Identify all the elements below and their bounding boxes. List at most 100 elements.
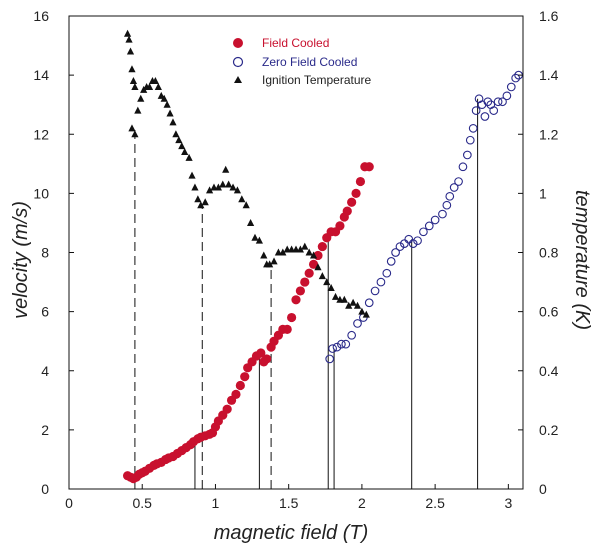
y2-tick-label: 1.6 <box>539 8 559 24</box>
data-point <box>341 339 351 349</box>
data-point <box>242 201 250 209</box>
data-point <box>172 130 180 138</box>
data-point <box>386 257 396 266</box>
legend-marker-zero-field-cooled <box>232 56 244 68</box>
y-tick-label: 12 <box>33 126 49 142</box>
data-point <box>353 319 362 328</box>
data-point <box>300 277 310 287</box>
y2-tick-label: 0.8 <box>539 245 559 261</box>
data-point <box>255 236 263 244</box>
y2-tick-label: 0.2 <box>539 422 559 438</box>
data-point <box>458 162 468 172</box>
data-point <box>404 234 414 244</box>
legend: Field Cooled Zero Field Cooled Ignition … <box>232 36 372 87</box>
legend-label-field-cooled: Field Cooled <box>262 36 329 50</box>
y2-tick-label: 1.4 <box>539 67 559 83</box>
data-point <box>364 162 374 172</box>
data-point <box>468 123 478 133</box>
data-point <box>229 183 237 191</box>
reference-lines <box>134 98 479 489</box>
y-tick-label: 2 <box>41 422 49 438</box>
legend-marker-ignition-temperature <box>234 76 242 83</box>
data-point <box>235 380 245 391</box>
data-point <box>178 142 186 150</box>
series-zero-field-cooled <box>325 70 523 364</box>
data-point <box>169 118 177 126</box>
data-point <box>160 94 168 102</box>
x-axis: 0 0.5 1 1.5 2 2.5 3 <box>65 484 512 511</box>
data-point <box>308 259 319 269</box>
data-point <box>408 239 418 248</box>
data-point <box>465 135 475 145</box>
data-point <box>323 278 331 286</box>
data-point <box>506 82 516 92</box>
data-point <box>395 242 405 251</box>
data-point <box>347 330 357 340</box>
data-point <box>483 97 493 107</box>
data-point <box>419 227 428 237</box>
data-point <box>325 354 335 364</box>
data-point <box>266 260 274 268</box>
data-point <box>240 372 250 382</box>
data-point <box>345 301 353 309</box>
data-point <box>126 47 135 55</box>
x-tick-label: 1.5 <box>279 495 299 511</box>
y-tick-label: 16 <box>33 8 49 24</box>
data-point <box>430 215 440 225</box>
legend-label-zero-field-cooled: Zero Field Cooled <box>262 55 357 69</box>
data-point <box>382 268 392 278</box>
x-tick-label: 2.5 <box>425 495 445 511</box>
data-point <box>355 176 366 187</box>
data-point <box>314 263 322 271</box>
data-point <box>225 180 233 188</box>
data-point <box>342 206 352 216</box>
data-point <box>251 233 259 241</box>
data-point <box>305 248 313 256</box>
data-point <box>413 236 422 246</box>
data-point <box>137 94 145 102</box>
data-point <box>191 183 199 191</box>
y-tick-label: 0 <box>41 481 49 497</box>
y-axis-left-title: velocity (m/s) <box>10 201 32 319</box>
data-point <box>222 404 232 414</box>
data-point <box>328 344 337 353</box>
data-point <box>134 106 142 114</box>
y2-tick-label: 1 <box>539 185 547 201</box>
data-point <box>166 109 174 117</box>
data-point <box>327 283 335 291</box>
data-point <box>151 77 160 85</box>
data-point <box>287 312 297 323</box>
y-tick-label: 4 <box>41 363 49 379</box>
data-point <box>370 286 380 296</box>
data-point <box>318 272 326 280</box>
data-point <box>231 389 241 399</box>
data-point <box>362 310 370 318</box>
data-point <box>145 82 154 90</box>
data-point <box>511 73 521 83</box>
legend-marker-field-cooled <box>233 38 243 48</box>
x-tick-label: 1 <box>212 495 220 511</box>
data-point <box>449 183 459 192</box>
data-point <box>131 82 139 90</box>
data-point <box>358 307 366 315</box>
data-point <box>317 241 327 252</box>
data-point <box>296 245 304 253</box>
data-point <box>340 295 348 303</box>
data-point <box>256 348 266 358</box>
y2-tick-label: 0.6 <box>539 304 559 320</box>
data-point <box>129 77 138 85</box>
data-point <box>233 186 242 194</box>
x-tick-label: 0.5 <box>132 495 152 511</box>
data-point <box>364 298 374 308</box>
x-tick-label: 3 <box>504 495 512 511</box>
data-point <box>438 209 447 219</box>
data-point <box>247 218 255 226</box>
legend-label-ignition-temperature: Ignition Temperature <box>262 73 372 87</box>
data-point <box>201 198 209 206</box>
y-axis-left: 0 2 4 6 8 10 12 14 16 <box>33 8 74 497</box>
series-ignition-temperature <box>123 29 370 318</box>
data-point <box>222 165 230 173</box>
data-point <box>376 277 386 287</box>
data-point <box>454 177 463 186</box>
y-tick-label: 14 <box>33 67 49 83</box>
